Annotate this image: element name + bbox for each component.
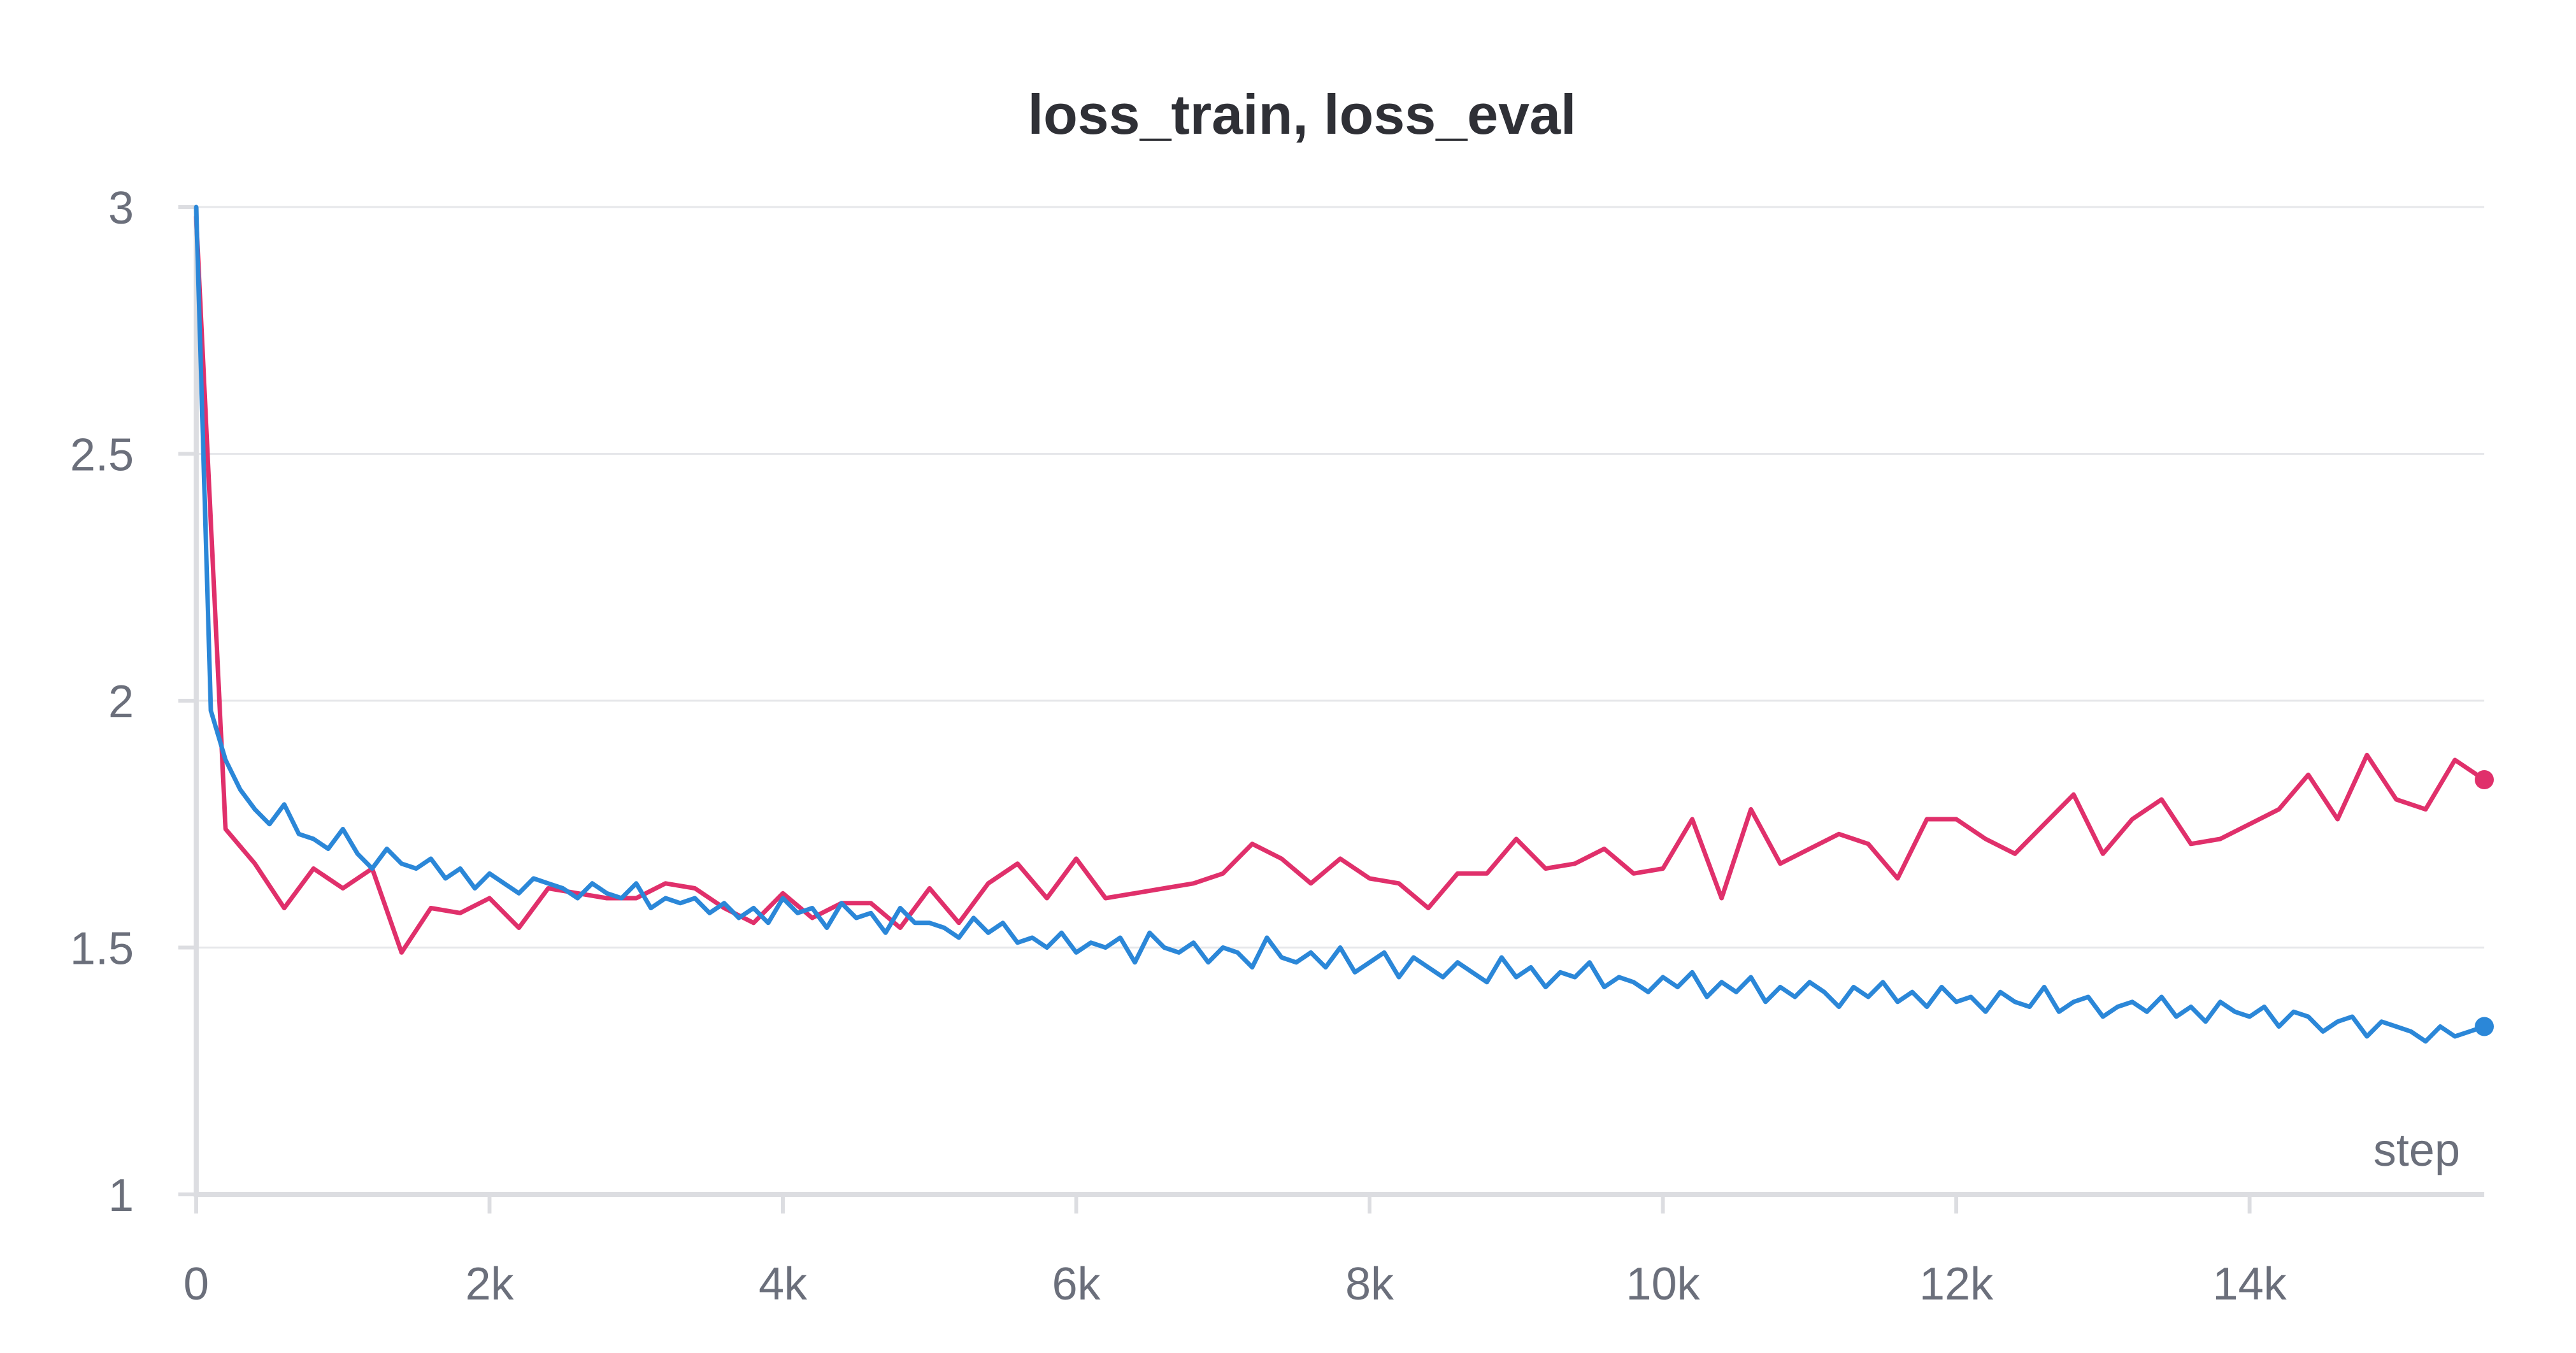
chart-title: loss_train, loss_eval	[1028, 83, 1577, 146]
x-tick-label: 2k	[465, 1259, 514, 1310]
x-tick-label: 12k	[1919, 1259, 1994, 1310]
grid-lines	[196, 206, 2484, 949]
series-end-point-0	[2475, 770, 2494, 789]
y-tick-label: 2	[108, 676, 134, 727]
y-axis-ticks: 1 1.5 2 2.5 3	[70, 183, 196, 1221]
y-tick-label: 2.5	[70, 430, 134, 481]
x-tick-label: 6k	[1052, 1259, 1101, 1310]
x-tick-label: 0	[183, 1259, 209, 1310]
series-end-point-1	[2475, 1017, 2494, 1036]
series-line-1	[194, 204, 2487, 1044]
y-tick-label: 1.5	[70, 924, 134, 975]
x-tick-label: 8k	[1345, 1259, 1394, 1310]
axes	[194, 207, 2484, 1197]
x-tick-label: 14k	[2213, 1259, 2287, 1310]
x-tick-label: 4k	[759, 1259, 808, 1310]
y-tick-label: 1	[108, 1170, 134, 1221]
x-tick-label: 10k	[1626, 1259, 1701, 1310]
series-lines	[194, 204, 2494, 1044]
y-tick-label: 3	[108, 183, 134, 234]
x-axis-label: step	[2373, 1125, 2460, 1176]
series-line-0	[194, 215, 2487, 955]
x-axis-ticks: 0 2k 4k 6k 8k 10k 12k 14k	[183, 1194, 2287, 1310]
